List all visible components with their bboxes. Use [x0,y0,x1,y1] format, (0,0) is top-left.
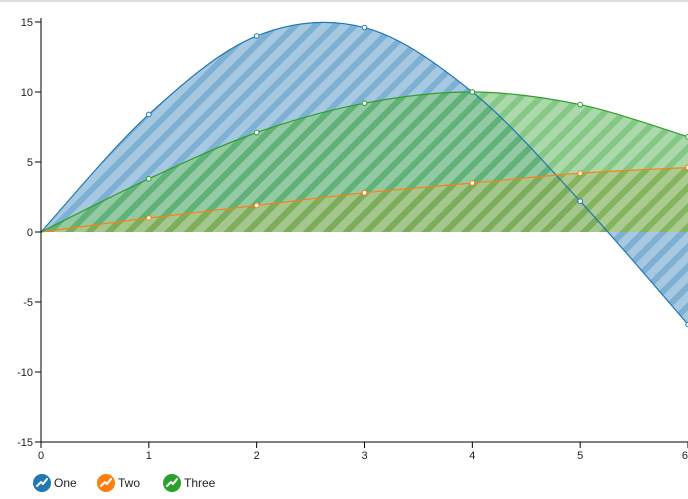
y-tick-label: -5 [23,297,33,309]
series-areas [41,22,688,325]
top-border [0,0,688,2]
point-two [253,202,260,209]
x-tick-label: 4 [469,450,475,462]
area-three [41,91,688,232]
series-points [146,24,688,328]
axes: 15 10 5 0 -5 -10 -15 0 1 2 3 4 5 6 [17,17,688,462]
point-two [685,164,688,171]
point-two [361,190,368,196]
point-one [361,24,368,31]
point-three [469,89,476,95]
legend-chart-glyph-icon [36,478,48,487]
legend-item-two[interactable]: Two [97,474,140,492]
point-three [146,176,152,182]
legend-chart-glyph-icon [166,478,178,487]
y-tick-label: 5 [27,157,33,169]
x-tick-label: 1 [146,450,152,462]
y-tick-label: -15 [17,437,33,449]
point-three [577,101,583,108]
x-tick-label: 0 [38,450,44,462]
point-one [146,111,152,118]
legend: One Two Three [33,474,216,492]
legend-item-three[interactable]: Three [163,474,216,492]
legend-item-one[interactable]: One [33,474,77,492]
point-two [469,180,476,186]
x-tick-label: 6 [682,450,688,462]
legend-label-three: Three [184,476,216,490]
y-tick-label: 0 [27,227,33,239]
point-one [253,33,260,39]
point-three [685,134,688,140]
x-tick-label: 3 [361,450,367,462]
legend-label-two: Two [118,476,140,490]
point-one [577,198,583,204]
point-two [146,215,152,221]
point-two [577,170,583,176]
y-tick-label: -10 [17,367,33,379]
y-tick-label: 15 [21,17,33,29]
x-tick-label: 5 [577,450,583,462]
y-tick-label: 10 [21,87,33,99]
legend-label-one: One [54,476,77,490]
point-three [361,100,368,106]
legend-chart-glyph-icon [100,478,112,487]
point-one [685,321,688,328]
x-tick-label: 2 [254,450,260,462]
point-three [253,129,260,136]
